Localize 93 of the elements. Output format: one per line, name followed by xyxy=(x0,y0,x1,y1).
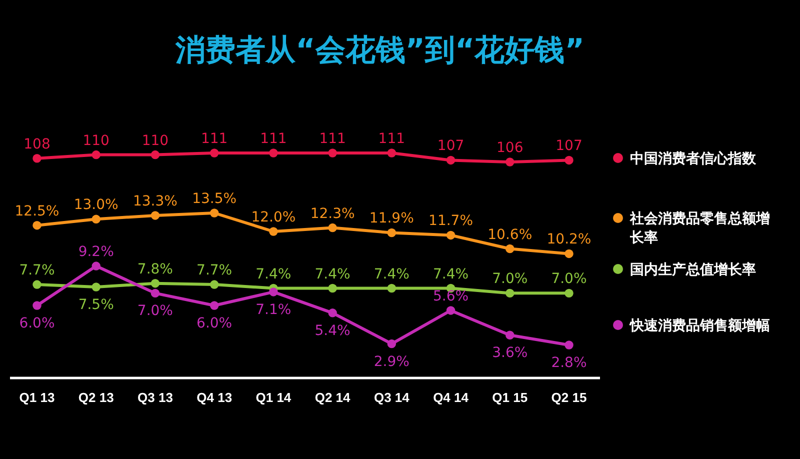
data-label: 111 xyxy=(378,131,406,147)
data-label: 110 xyxy=(142,132,169,149)
point xyxy=(92,150,100,160)
point xyxy=(269,227,278,236)
point xyxy=(446,230,456,240)
point xyxy=(506,158,514,166)
data-label: 11.9% xyxy=(369,210,414,227)
data-label: 11.7% xyxy=(428,213,474,230)
data-label: 13.5% xyxy=(192,191,237,207)
x-tick-label: Q4 13 xyxy=(196,390,232,405)
point xyxy=(564,340,574,350)
point xyxy=(269,148,278,158)
data-label: 7.5% xyxy=(78,297,114,314)
x-tick-label: Q2 13 xyxy=(78,390,114,405)
x-tick-label: Q2 14 xyxy=(314,390,352,405)
data-label: 13.3% xyxy=(132,193,178,210)
point xyxy=(210,301,219,310)
x-tick-label: Q1 13 xyxy=(19,390,55,405)
point xyxy=(564,288,574,298)
data-label: 2.9% xyxy=(374,354,410,370)
point xyxy=(328,223,337,232)
legend-label: 社会消费品零售总额增长率 xyxy=(629,210,770,246)
x-tick-label: Q4 14 xyxy=(433,390,470,405)
point xyxy=(92,214,100,224)
point xyxy=(210,280,219,289)
data-label: 7.7% xyxy=(196,262,232,279)
point xyxy=(328,284,337,293)
data-label: 5.6% xyxy=(432,288,469,304)
data-label: 111 xyxy=(260,131,287,147)
data-label: 6.0% xyxy=(196,316,232,332)
data-label: 107 xyxy=(437,138,464,154)
data-label: 111 xyxy=(200,131,228,147)
point xyxy=(446,156,456,165)
data-label: 12.5% xyxy=(14,203,60,220)
data-label: 3.6% xyxy=(492,345,528,362)
data-label: 9.2% xyxy=(78,244,114,260)
data-label: 10.6% xyxy=(488,226,532,243)
data-label: 108 xyxy=(24,136,50,152)
x-tick-label: Q2 15 xyxy=(551,390,587,405)
point xyxy=(506,288,514,298)
data-label: 13.0% xyxy=(74,197,118,214)
data-label: 110 xyxy=(82,132,110,149)
point xyxy=(32,154,42,163)
data-label: 2.8% xyxy=(551,355,587,371)
point xyxy=(150,150,160,160)
point xyxy=(506,244,514,254)
data-label: 7.0% xyxy=(137,303,174,320)
chart-title: 消费者从“会花钱”到“花好钱” xyxy=(174,33,584,68)
point xyxy=(269,288,278,296)
x-tick-label: Q1 14 xyxy=(256,390,292,405)
data-label: 10.2% xyxy=(546,232,592,248)
point xyxy=(92,282,100,292)
point xyxy=(92,262,100,270)
x-tick-label: Q3 14 xyxy=(374,390,410,405)
data-label: 107 xyxy=(556,138,582,154)
data-label: 7.4% xyxy=(256,266,292,282)
data-label: 7.4% xyxy=(374,266,410,282)
x-tick-label: Q1 15 xyxy=(492,390,528,405)
data-label: 7.0% xyxy=(551,271,587,288)
point xyxy=(446,306,456,315)
legend-label: 快速消费品销售额增幅 xyxy=(629,317,770,334)
x-tick-label: Q3 13 xyxy=(138,390,173,405)
point xyxy=(387,284,396,293)
point xyxy=(328,148,337,158)
point xyxy=(387,228,396,238)
point xyxy=(387,148,396,158)
point xyxy=(150,288,160,298)
data-label: 5.4% xyxy=(314,322,350,339)
point xyxy=(210,208,219,218)
data-label: 106 xyxy=(496,140,524,156)
data-label: 7.8% xyxy=(137,261,174,278)
point xyxy=(506,330,514,340)
point xyxy=(564,156,574,165)
data-label: 7.4% xyxy=(314,266,350,282)
point xyxy=(564,249,574,258)
point xyxy=(32,280,42,289)
point xyxy=(150,211,160,220)
legend-label: 国内生产总值增长率 xyxy=(630,261,756,278)
point xyxy=(150,278,160,288)
data-label: 6.0% xyxy=(19,316,55,332)
data-label: 7.0% xyxy=(492,271,528,288)
point xyxy=(32,220,42,230)
data-label: 111 xyxy=(319,131,346,147)
data-label: 7.7% xyxy=(19,262,55,279)
legend-label: 中国消费者信心指数 xyxy=(630,150,757,167)
data-label: 12.0% xyxy=(251,210,296,226)
point xyxy=(328,308,337,318)
data-label: 12.3% xyxy=(310,206,355,222)
data-label: 7.4% xyxy=(432,266,469,282)
point xyxy=(387,339,396,348)
point xyxy=(32,301,42,310)
point xyxy=(210,148,219,158)
data-label: 7.1% xyxy=(256,302,292,318)
